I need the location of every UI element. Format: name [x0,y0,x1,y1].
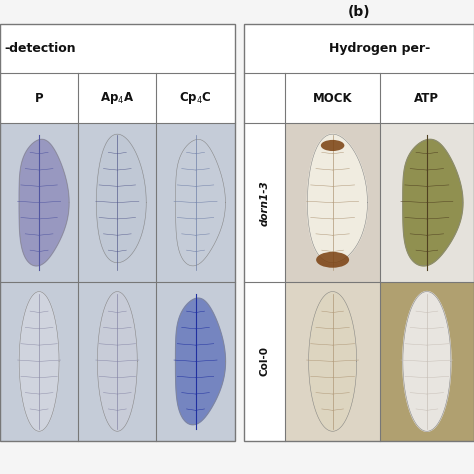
Bar [78,282,156,441]
Bar [0,24,235,73]
Text: P: P [35,92,44,105]
Bar [285,282,380,441]
Bar [244,73,474,123]
Bar [0,123,78,282]
Ellipse shape [316,252,349,268]
Text: ATP: ATP [414,92,439,105]
Text: (b): (b) [348,5,370,19]
Bar [380,282,474,441]
Text: dorn1-3: dorn1-3 [260,180,270,226]
Polygon shape [19,292,59,431]
Polygon shape [403,292,451,431]
Polygon shape [309,292,356,431]
Bar [0,282,78,441]
Text: Cp$_4$C: Cp$_4$C [179,91,212,106]
Bar [244,24,474,441]
Polygon shape [19,139,69,266]
Text: MOCK: MOCK [313,92,353,105]
Text: Hydrogen per-: Hydrogen per- [329,42,430,55]
Bar [0,73,235,123]
Bar [156,123,235,282]
Polygon shape [307,134,367,263]
Polygon shape [96,134,146,263]
Bar [287,125,378,281]
Bar [80,283,155,439]
Bar [285,123,380,282]
Bar [244,282,285,441]
Bar [287,283,378,439]
Bar [0,24,235,441]
Bar [1,125,77,281]
Polygon shape [175,139,226,266]
Polygon shape [97,292,137,431]
Ellipse shape [321,140,345,151]
Bar [158,125,233,281]
Text: Ap$_4$A: Ap$_4$A [100,91,135,106]
Text: -detection: -detection [5,42,76,55]
Bar [80,125,155,281]
Bar [156,282,235,441]
Text: Col-0: Col-0 [260,346,270,376]
Bar [244,24,474,441]
Bar [244,123,285,282]
Bar [1,283,77,439]
Bar [381,283,473,439]
Bar [381,125,473,281]
Bar [78,123,156,282]
Bar [0,24,235,441]
Polygon shape [403,139,463,266]
Bar [380,123,474,282]
Bar [244,24,474,73]
Polygon shape [175,298,226,425]
Bar [158,283,233,439]
